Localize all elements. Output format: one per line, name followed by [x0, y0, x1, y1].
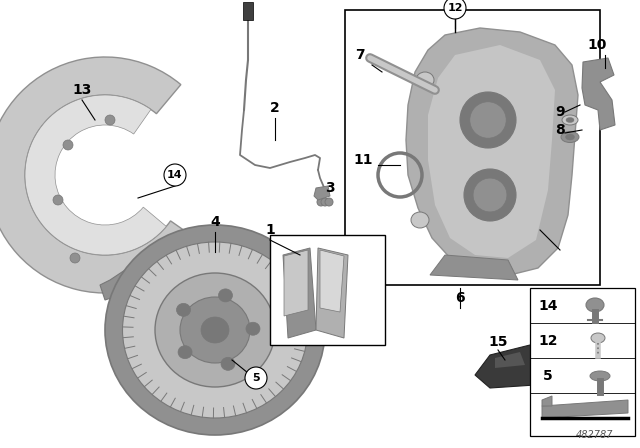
Polygon shape [100, 270, 125, 300]
Circle shape [444, 0, 466, 19]
Ellipse shape [105, 315, 325, 355]
Polygon shape [283, 248, 316, 338]
Circle shape [53, 195, 63, 205]
Text: 1: 1 [265, 223, 275, 237]
Text: 3: 3 [325, 181, 335, 195]
Text: 5: 5 [252, 373, 260, 383]
Text: 14: 14 [167, 170, 183, 180]
Ellipse shape [562, 115, 578, 125]
Ellipse shape [411, 212, 429, 228]
Text: 13: 13 [72, 83, 92, 97]
Wedge shape [0, 57, 202, 293]
Text: 15: 15 [488, 335, 508, 349]
Polygon shape [428, 45, 555, 258]
Ellipse shape [155, 273, 275, 387]
Text: 14: 14 [538, 299, 557, 313]
Wedge shape [25, 95, 166, 255]
Text: 7: 7 [355, 48, 365, 62]
Ellipse shape [464, 169, 516, 221]
Ellipse shape [246, 322, 260, 335]
Circle shape [317, 198, 325, 206]
Polygon shape [475, 345, 545, 388]
Text: 5: 5 [543, 369, 553, 383]
Circle shape [245, 367, 267, 389]
Bar [530, 288, 635, 436]
Ellipse shape [586, 298, 604, 312]
Ellipse shape [566, 117, 574, 122]
Text: 11: 11 [353, 153, 372, 167]
Ellipse shape [105, 225, 325, 435]
Ellipse shape [122, 242, 307, 418]
Text: 4: 4 [210, 215, 220, 229]
Ellipse shape [561, 132, 579, 142]
Polygon shape [314, 186, 330, 200]
Polygon shape [320, 250, 344, 312]
Bar [345, 10, 600, 285]
Ellipse shape [416, 72, 434, 88]
Text: 10: 10 [588, 38, 607, 52]
Ellipse shape [180, 297, 250, 363]
Polygon shape [542, 400, 628, 418]
Text: 8: 8 [555, 123, 565, 137]
Text: 482787: 482787 [576, 430, 614, 440]
Bar [270, 235, 385, 345]
Text: 12: 12 [447, 3, 463, 13]
Text: 6: 6 [455, 291, 465, 305]
Polygon shape [542, 396, 552, 406]
Circle shape [105, 115, 115, 125]
Circle shape [321, 198, 329, 206]
Text: 9: 9 [555, 105, 565, 119]
Ellipse shape [470, 102, 506, 138]
Ellipse shape [473, 178, 507, 212]
Bar [243, 2, 253, 20]
Ellipse shape [221, 358, 235, 370]
Circle shape [164, 164, 186, 186]
Polygon shape [430, 255, 518, 280]
Circle shape [63, 140, 73, 150]
Polygon shape [406, 28, 578, 275]
Ellipse shape [566, 134, 575, 140]
Circle shape [325, 198, 333, 206]
Ellipse shape [218, 289, 232, 302]
Polygon shape [284, 250, 308, 316]
Ellipse shape [201, 317, 229, 343]
Ellipse shape [178, 346, 192, 359]
Polygon shape [316, 248, 348, 338]
Polygon shape [582, 58, 615, 130]
Text: 2: 2 [270, 101, 280, 115]
Text: 12: 12 [538, 334, 557, 348]
Ellipse shape [177, 303, 191, 316]
Ellipse shape [590, 371, 610, 381]
Circle shape [70, 253, 80, 263]
Ellipse shape [460, 92, 516, 148]
Polygon shape [495, 352, 525, 368]
Ellipse shape [591, 333, 605, 343]
